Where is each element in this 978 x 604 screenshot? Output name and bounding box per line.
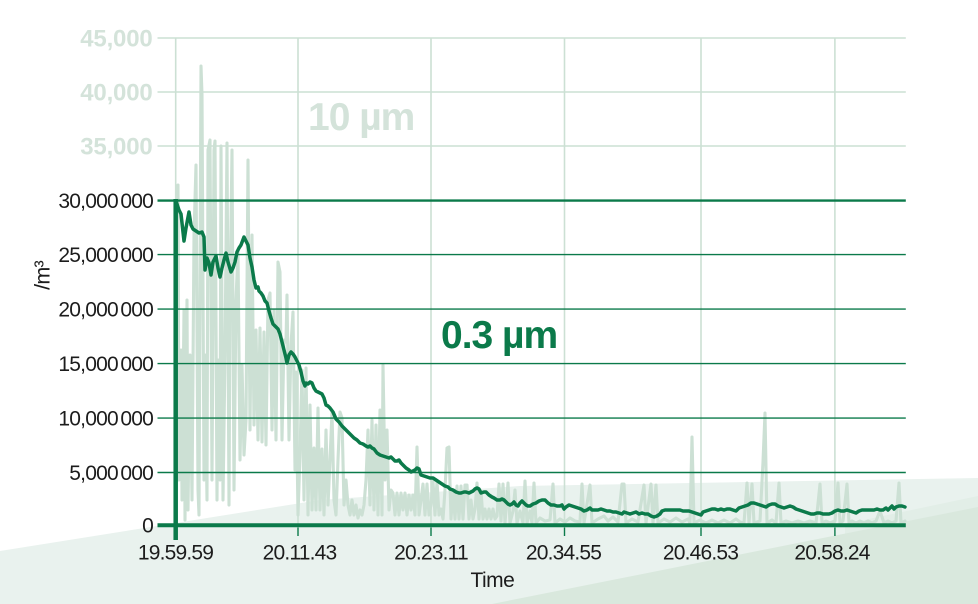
svg-text:35,000: 35,000 xyxy=(80,134,152,161)
svg-text:40,000: 40,000 xyxy=(80,80,152,107)
svg-text:0.3 µm: 0.3 µm xyxy=(441,314,557,357)
svg-text:20.58.24: 20.58.24 xyxy=(794,542,870,565)
svg-text:20.46.53: 20.46.53 xyxy=(663,542,738,565)
svg-text:0: 0 xyxy=(142,515,153,538)
svg-text:10 µm: 10 µm xyxy=(308,96,414,139)
svg-text:45,000: 45,000 xyxy=(80,26,152,53)
svg-text:/m³: /m³ xyxy=(31,261,55,290)
svg-text:Time: Time xyxy=(470,569,514,592)
svg-text:20.34.55: 20.34.55 xyxy=(526,542,601,565)
svg-text:20.23.11: 20.23.11 xyxy=(394,542,468,565)
svg-text:20.11.43: 20.11.43 xyxy=(263,542,337,565)
svg-text:19.59.59: 19.59.59 xyxy=(138,542,213,565)
